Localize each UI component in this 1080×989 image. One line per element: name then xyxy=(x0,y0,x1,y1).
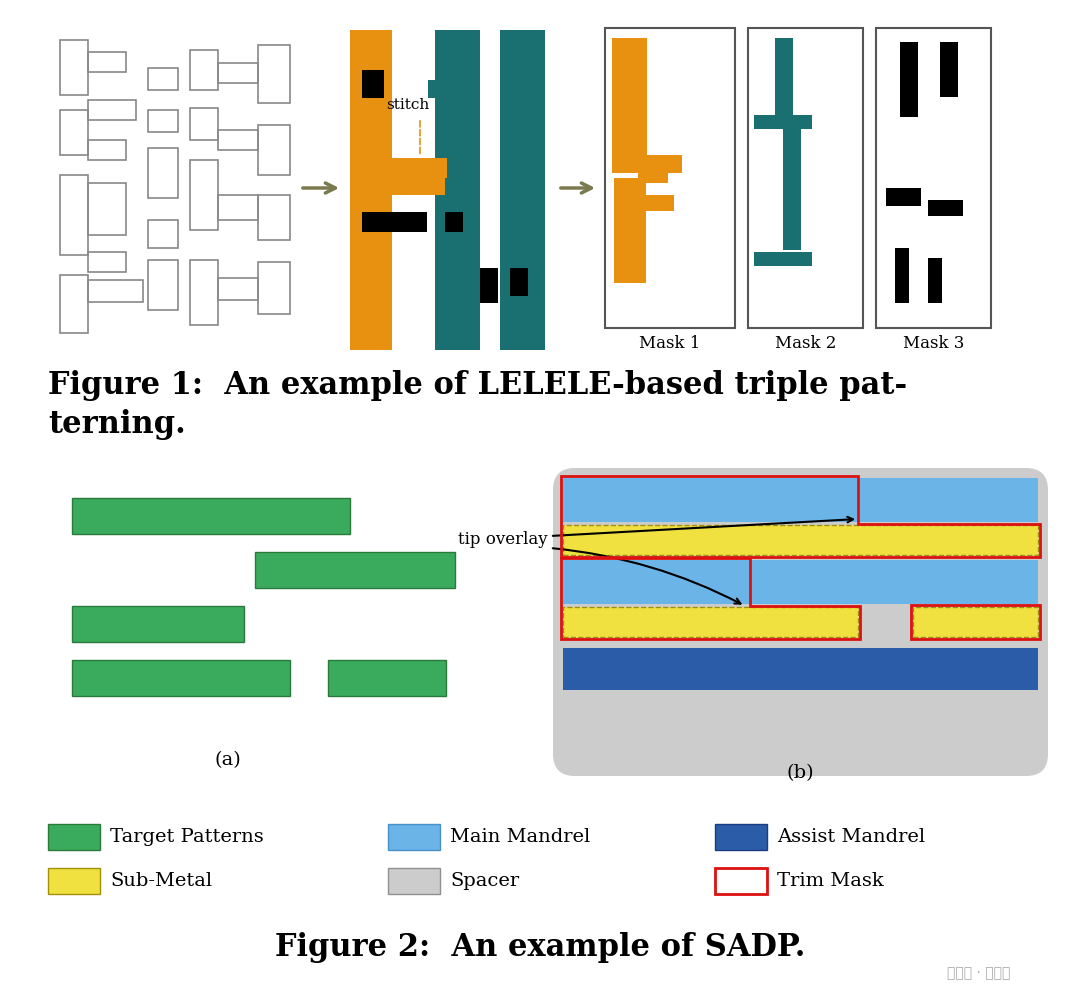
Text: tip overlay: tip overlay xyxy=(458,531,548,549)
Bar xyxy=(940,42,958,97)
Bar xyxy=(876,28,991,328)
Bar xyxy=(886,188,921,206)
Bar xyxy=(392,158,447,178)
Bar xyxy=(148,110,178,132)
FancyBboxPatch shape xyxy=(553,468,1048,776)
Bar xyxy=(72,660,291,696)
Bar xyxy=(60,275,87,333)
Bar xyxy=(928,200,963,216)
Bar xyxy=(435,30,480,350)
Bar xyxy=(638,168,669,183)
Bar xyxy=(612,155,681,173)
Bar xyxy=(612,38,647,158)
Bar xyxy=(563,648,1038,690)
Text: Mask 1: Mask 1 xyxy=(639,335,701,352)
Text: Trim Mask: Trim Mask xyxy=(777,872,883,890)
Bar xyxy=(48,868,100,894)
Bar xyxy=(754,115,812,129)
Bar xyxy=(190,160,218,230)
Bar xyxy=(255,552,455,588)
Text: stitch: stitch xyxy=(387,98,430,112)
Bar xyxy=(218,63,258,83)
Bar xyxy=(900,42,918,117)
Text: Target Patterns: Target Patterns xyxy=(110,828,264,846)
Bar xyxy=(190,50,218,90)
Text: Spacer: Spacer xyxy=(450,872,519,890)
Bar xyxy=(328,660,446,696)
Bar xyxy=(218,195,258,220)
Bar xyxy=(445,212,463,232)
Bar xyxy=(218,278,258,300)
Bar xyxy=(258,45,291,103)
Bar xyxy=(748,28,863,328)
Bar xyxy=(563,607,858,637)
Bar xyxy=(775,38,793,118)
Bar xyxy=(60,110,87,155)
Text: 公众号 · 新智元: 公众号 · 新智元 xyxy=(947,966,1010,980)
Bar xyxy=(87,100,136,120)
Bar xyxy=(48,824,100,850)
Text: Figure 1:  An example of LELELE-based triple pat-
terning.: Figure 1: An example of LELELE-based tri… xyxy=(48,370,907,440)
Bar xyxy=(60,175,87,255)
Bar xyxy=(148,148,178,198)
Bar xyxy=(60,40,87,95)
Bar xyxy=(388,868,440,894)
Bar xyxy=(350,30,392,350)
Bar xyxy=(148,68,178,90)
Bar xyxy=(87,140,126,160)
Bar xyxy=(190,108,218,140)
Bar xyxy=(72,606,244,642)
Bar xyxy=(148,260,178,310)
Bar xyxy=(715,868,767,894)
Bar xyxy=(754,252,812,266)
Bar xyxy=(510,268,528,296)
Bar xyxy=(350,173,445,195)
Bar xyxy=(913,607,1038,637)
Text: Figure 2:  An example of SADP.: Figure 2: An example of SADP. xyxy=(274,932,806,963)
Bar xyxy=(500,30,545,350)
Text: Assist Mandrel: Assist Mandrel xyxy=(777,828,926,846)
Bar xyxy=(87,52,126,72)
Bar xyxy=(605,28,735,328)
Bar xyxy=(928,258,942,303)
Bar xyxy=(72,498,350,534)
Text: Mask 3: Mask 3 xyxy=(903,335,964,352)
Bar xyxy=(895,248,909,303)
Bar xyxy=(87,183,126,235)
Bar xyxy=(87,280,143,302)
Text: Mask 2: Mask 2 xyxy=(774,335,836,352)
Bar xyxy=(563,478,1038,522)
Bar xyxy=(190,260,218,325)
Bar xyxy=(148,220,178,248)
Bar xyxy=(258,195,291,240)
Bar xyxy=(87,252,126,272)
Bar xyxy=(218,130,258,150)
Bar xyxy=(615,178,646,283)
Bar xyxy=(783,125,801,250)
Bar xyxy=(480,268,498,303)
Bar xyxy=(715,824,767,850)
Text: Main Mandrel: Main Mandrel xyxy=(450,828,591,846)
Text: (a): (a) xyxy=(215,751,241,769)
Bar xyxy=(258,125,291,175)
Text: (b): (b) xyxy=(786,764,814,782)
Bar xyxy=(435,260,455,315)
Bar xyxy=(615,195,674,211)
Text: Sub-Metal: Sub-Metal xyxy=(110,872,212,890)
Bar xyxy=(258,262,291,314)
Bar xyxy=(563,525,1038,555)
Bar xyxy=(563,560,1038,604)
Bar xyxy=(388,824,440,850)
Bar xyxy=(428,80,446,98)
Bar xyxy=(362,70,384,98)
Bar xyxy=(362,212,427,232)
